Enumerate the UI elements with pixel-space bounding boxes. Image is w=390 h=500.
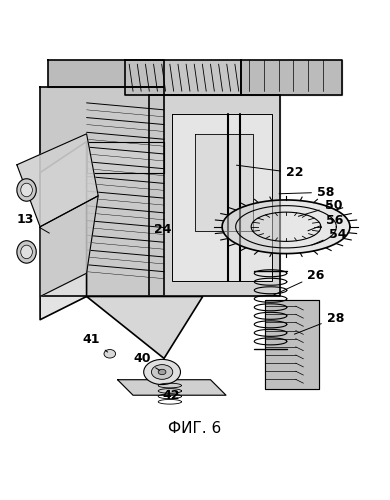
Text: 40: 40 bbox=[133, 352, 160, 370]
Polygon shape bbox=[149, 95, 280, 296]
Polygon shape bbox=[117, 380, 226, 395]
Polygon shape bbox=[40, 196, 98, 296]
Text: 54: 54 bbox=[312, 228, 346, 245]
Text: ФИГ. 6: ФИГ. 6 bbox=[168, 420, 222, 436]
Text: 22: 22 bbox=[236, 165, 303, 180]
Polygon shape bbox=[125, 60, 241, 95]
Ellipse shape bbox=[158, 370, 166, 374]
Text: 24: 24 bbox=[154, 219, 172, 236]
Ellipse shape bbox=[17, 179, 36, 201]
Polygon shape bbox=[222, 200, 350, 254]
Polygon shape bbox=[17, 134, 98, 227]
Text: 26: 26 bbox=[273, 269, 324, 295]
Polygon shape bbox=[195, 134, 253, 230]
Polygon shape bbox=[40, 88, 164, 296]
Text: 13: 13 bbox=[17, 213, 49, 233]
Ellipse shape bbox=[144, 360, 181, 384]
Ellipse shape bbox=[151, 364, 173, 380]
Ellipse shape bbox=[17, 240, 36, 263]
Text: 41: 41 bbox=[83, 333, 108, 352]
Polygon shape bbox=[40, 142, 87, 320]
Polygon shape bbox=[87, 142, 164, 172]
Polygon shape bbox=[265, 300, 319, 390]
Text: 56: 56 bbox=[308, 214, 343, 231]
Text: 28: 28 bbox=[294, 312, 344, 334]
Text: 50: 50 bbox=[298, 200, 342, 216]
Ellipse shape bbox=[104, 350, 115, 358]
Ellipse shape bbox=[21, 183, 32, 197]
Polygon shape bbox=[48, 60, 164, 88]
Text: 42: 42 bbox=[162, 389, 179, 402]
Polygon shape bbox=[172, 114, 273, 281]
Polygon shape bbox=[87, 296, 203, 358]
Text: 58: 58 bbox=[279, 186, 334, 199]
Polygon shape bbox=[241, 60, 342, 95]
Ellipse shape bbox=[21, 245, 32, 258]
